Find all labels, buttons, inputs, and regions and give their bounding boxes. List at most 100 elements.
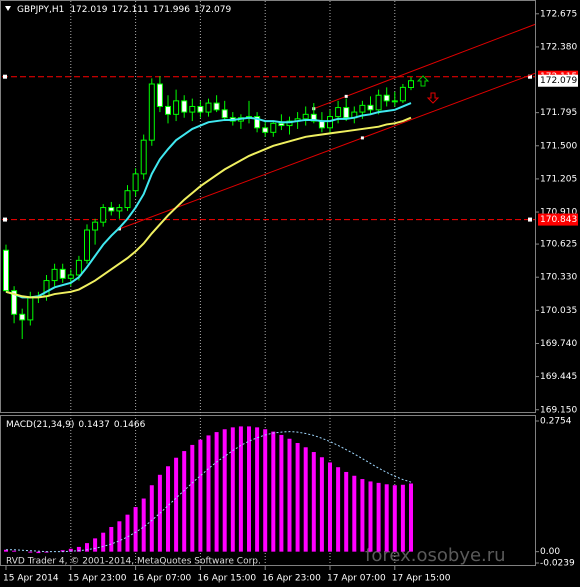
y-tick-label: 0.00 bbox=[540, 547, 560, 557]
header-field: 0.1466 bbox=[114, 420, 146, 430]
trendline bbox=[313, 23, 536, 110]
y-tick-label: 170.330 bbox=[540, 273, 577, 283]
macd-bar bbox=[409, 483, 413, 552]
macd-bar bbox=[392, 485, 397, 552]
x-tick-label: 15 Apr 23:00 bbox=[68, 574, 127, 584]
candle-body bbox=[100, 207, 107, 223]
x-tick-label: 17 Apr 07:00 bbox=[327, 574, 386, 584]
candle-body bbox=[343, 107, 350, 119]
y-tick-label: 170.625 bbox=[540, 240, 577, 250]
macd-bar bbox=[76, 546, 81, 552]
macd-pane-frame bbox=[0, 415, 536, 566]
level-badge bbox=[538, 213, 578, 226]
candle-body bbox=[197, 105, 204, 113]
header-field: MACD(21,34,9) bbox=[6, 420, 74, 430]
header-field: 172.079 bbox=[194, 5, 231, 15]
header-field: 0.1437 bbox=[78, 420, 110, 430]
candle-body bbox=[148, 83, 155, 141]
candle-body bbox=[27, 296, 34, 321]
y-tick-label: 169.150 bbox=[540, 405, 577, 415]
y-tick-label: 170.035 bbox=[540, 306, 577, 316]
candle-body bbox=[213, 102, 220, 111]
macd-bar bbox=[166, 466, 170, 552]
y-tick-label: 171.205 bbox=[540, 174, 577, 184]
candle-body bbox=[359, 104, 366, 113]
level-anchor bbox=[528, 217, 532, 222]
macd-bar bbox=[328, 462, 332, 552]
menu-triangle[interactable] bbox=[5, 6, 11, 11]
y-tick-label: 169.445 bbox=[540, 372, 577, 382]
candle-body bbox=[278, 122, 285, 127]
macd-bar bbox=[93, 538, 98, 552]
candle-body bbox=[75, 259, 82, 276]
y-tick-label: -0.0239 bbox=[540, 559, 575, 569]
candle-body bbox=[189, 105, 196, 113]
candle-body bbox=[124, 190, 131, 209]
candle-body bbox=[3, 249, 9, 292]
candle-body bbox=[367, 104, 374, 111]
candle-body bbox=[116, 207, 123, 212]
macd-bar bbox=[263, 429, 268, 552]
candle-body bbox=[335, 107, 342, 118]
macd-bar bbox=[344, 471, 349, 552]
trendline-anchor bbox=[360, 136, 364, 140]
candle-body bbox=[11, 290, 18, 315]
copyright: RVD Trader 4, © 2001-2014, MetaQuotes So… bbox=[6, 557, 261, 567]
macd-bar bbox=[68, 548, 73, 552]
candle-body bbox=[19, 313, 26, 321]
macd-bar bbox=[311, 452, 316, 552]
macd-bar bbox=[230, 427, 235, 552]
candle-body bbox=[156, 83, 163, 107]
current-price: 172.079 bbox=[540, 76, 577, 86]
candle-body bbox=[92, 221, 99, 231]
macd-bar bbox=[28, 551, 33, 553]
macd-bar bbox=[149, 485, 154, 552]
y-tick-label: 171.500 bbox=[540, 141, 577, 151]
macd-bar bbox=[133, 507, 138, 552]
level-anchor bbox=[3, 74, 7, 79]
macd-bar bbox=[352, 475, 357, 552]
macd-bar bbox=[247, 426, 251, 552]
header-field: GBPJPY,H1 bbox=[17, 5, 64, 15]
x-tick-label: 16 Apr 15:00 bbox=[197, 574, 256, 584]
macd-bar bbox=[319, 457, 324, 552]
watermark: forex.osobye.ru bbox=[365, 545, 506, 566]
macd-bar bbox=[376, 482, 381, 552]
y-tick-label: 170.910 bbox=[540, 208, 577, 218]
sell-arrow bbox=[426, 92, 440, 104]
macd-bar bbox=[222, 429, 227, 552]
candle-body bbox=[165, 105, 171, 115]
macd-bar bbox=[141, 498, 146, 552]
macd-bar bbox=[255, 427, 260, 552]
macd-bar bbox=[12, 550, 17, 552]
macd-header: MACD(21,34,9) 0.1437 0.1466 bbox=[6, 420, 146, 430]
candle-body bbox=[67, 274, 74, 279]
macd-bar bbox=[279, 434, 284, 552]
macd-bar bbox=[287, 438, 292, 552]
macd-bar bbox=[4, 549, 8, 552]
candle-body bbox=[59, 268, 66, 279]
macd-bar bbox=[384, 484, 389, 552]
macd-bar bbox=[206, 435, 211, 552]
candle-body bbox=[132, 173, 139, 192]
candle-body bbox=[43, 280, 50, 297]
macd-bar bbox=[182, 451, 187, 552]
macd-bar bbox=[85, 543, 89, 552]
macd-bar bbox=[214, 432, 219, 552]
y-tick-label: 171.795 bbox=[540, 108, 577, 118]
moving-average bbox=[5, 102, 412, 299]
level-anchor bbox=[3, 217, 7, 222]
macd-bar bbox=[271, 431, 276, 552]
candle-body bbox=[140, 139, 147, 175]
macd-bar bbox=[360, 479, 365, 552]
candle-body bbox=[51, 268, 58, 282]
candle-body bbox=[262, 127, 269, 133]
candle-body bbox=[84, 229, 90, 261]
candle-body bbox=[383, 94, 390, 102]
candle-body bbox=[181, 100, 188, 113]
candle-body bbox=[302, 113, 309, 120]
macd-bar bbox=[36, 551, 41, 554]
macd-bar bbox=[238, 426, 243, 552]
candle-body bbox=[310, 113, 317, 122]
